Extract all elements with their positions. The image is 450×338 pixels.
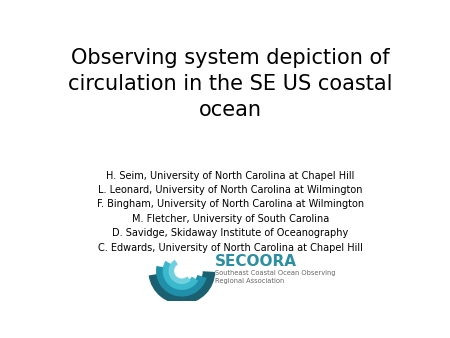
Text: SECOORA: SECOORA bbox=[215, 254, 297, 268]
Text: Observing system depiction of
circulation in the SE US coastal
ocean: Observing system depiction of circulatio… bbox=[68, 48, 393, 120]
Text: Southeast Coastal Ocean Observing
Regional Association: Southeast Coastal Ocean Observing Region… bbox=[215, 270, 335, 284]
Text: H. Seim, University of North Carolina at Chapel Hill
L. Leonard, University of N: H. Seim, University of North Carolina at… bbox=[97, 171, 364, 253]
